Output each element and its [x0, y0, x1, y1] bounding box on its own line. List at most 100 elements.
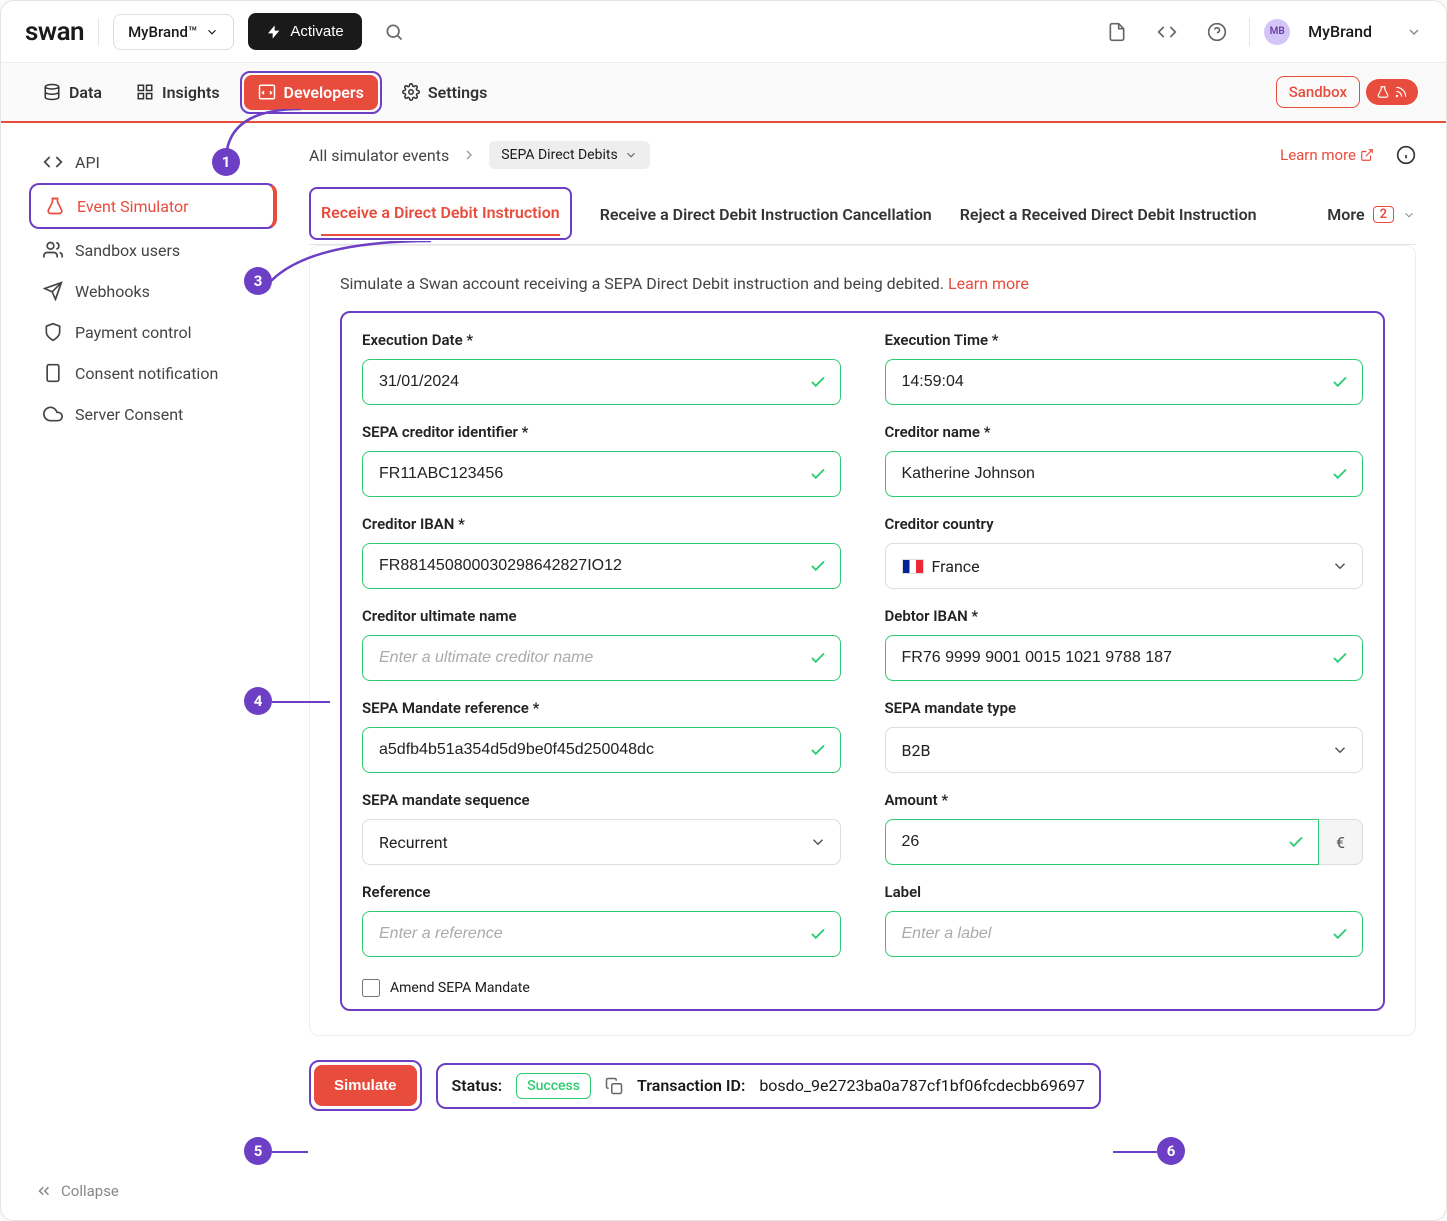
code-button[interactable]: [1149, 14, 1185, 50]
creditor-ultimate-name-input[interactable]: [362, 635, 841, 681]
amend-checkbox[interactable]: [362, 979, 380, 997]
field-amend-checkbox[interactable]: Amend SEPA Mandate: [362, 979, 1363, 997]
help-button[interactable]: [1199, 14, 1235, 50]
label-input[interactable]: [885, 911, 1364, 957]
annotation-highlight: Event Simulator: [29, 183, 277, 229]
learn-more-link[interactable]: Learn more: [1280, 146, 1374, 164]
search-icon: [384, 22, 404, 42]
sidebar-item-server-consent[interactable]: Server Consent: [29, 394, 277, 434]
sidebar-item-label: API: [75, 153, 100, 172]
debtor-iban-input[interactable]: [885, 635, 1364, 681]
chevron-down-icon: [205, 25, 219, 39]
document-icon: [1107, 22, 1127, 42]
footer: Simulate Status: Success Transaction ID:…: [309, 1060, 1416, 1111]
check-icon: [809, 465, 827, 483]
nav-insights[interactable]: Insights: [122, 75, 234, 110]
field-label: SEPA creditor identifier *: [362, 423, 841, 441]
simulate-button[interactable]: Simulate: [314, 1065, 417, 1106]
creditor-iban-input[interactable]: [362, 543, 841, 589]
check-icon: [809, 373, 827, 391]
divider: [1249, 18, 1250, 46]
field-label: Creditor ultimate name: [362, 607, 841, 625]
sepa-mandate-seq-select[interactable]: Recurrent: [362, 819, 841, 865]
field-creditor-ultimate-name: Creditor ultimate name: [362, 607, 841, 681]
status-badge: Success: [516, 1073, 591, 1099]
collapse-button[interactable]: Collapse: [35, 1182, 119, 1200]
check-icon: [809, 925, 827, 943]
check-icon: [1331, 465, 1349, 483]
annotation-5: 5: [244, 1137, 272, 1165]
copy-icon[interactable]: [605, 1077, 623, 1095]
annotation-3: 3: [244, 267, 272, 295]
cloud-icon: [43, 404, 63, 424]
field-label: Amount *: [885, 791, 1364, 809]
field-label: Debtor IBAN *: [885, 607, 1364, 625]
broadcast-icon: [1394, 85, 1408, 99]
select-value: B2B: [902, 741, 931, 760]
chevron-down-icon[interactable]: [1406, 24, 1422, 40]
creditor-country-select[interactable]: France: [885, 543, 1364, 589]
check-icon: [809, 557, 827, 575]
form-panel: Simulate a Swan account receiving a SEPA…: [309, 245, 1416, 1036]
nav-data[interactable]: Data: [29, 75, 116, 110]
sidebar-item-sandbox-users[interactable]: Sandbox users: [29, 230, 277, 270]
chevron-right-icon: [461, 147, 477, 163]
breadcrumb-root[interactable]: All simulator events: [309, 146, 449, 165]
sidebar-item-payment-control[interactable]: Payment control: [29, 312, 277, 352]
field-creditor-iban: Creditor IBAN *: [362, 515, 841, 589]
tab-receive-cancellation[interactable]: Receive a Direct Debit Instruction Cance…: [600, 193, 932, 238]
annotation-6: 6: [1157, 1137, 1185, 1165]
creditor-name-input[interactable]: [885, 451, 1364, 497]
nav-settings[interactable]: Settings: [388, 75, 502, 110]
sepa-mandate-ref-input[interactable]: [362, 727, 841, 773]
field-label: Reference: [362, 883, 841, 901]
sidebar-item-webhooks[interactable]: Webhooks: [29, 271, 277, 311]
breadcrumb-current[interactable]: SEPA Direct Debits: [489, 141, 649, 169]
field-sepa-mandate-type: SEPA mandate type B2B: [885, 699, 1364, 773]
select-value: France: [932, 557, 980, 576]
activate-label: Activate: [290, 23, 343, 40]
sidebar-item-event-simulator[interactable]: Event Simulator: [31, 186, 273, 226]
check-icon: [1331, 649, 1349, 667]
status-box: Status: Success Transaction ID: bosdo_9e…: [436, 1063, 1101, 1109]
amount-input[interactable]: [885, 819, 1320, 865]
annotation-highlight: Simulate: [309, 1060, 422, 1111]
sidebar-item-label: Webhooks: [75, 282, 150, 301]
panel-learn-more-link[interactable]: Learn more: [948, 274, 1029, 293]
bolt-icon: [266, 24, 282, 40]
doc-button[interactable]: [1099, 14, 1135, 50]
sidebar-item-consent-notification[interactable]: Consent notification: [29, 353, 277, 393]
sandbox-badge[interactable]: Sandbox: [1276, 76, 1360, 108]
collapse-label: Collapse: [61, 1182, 119, 1200]
activate-button[interactable]: Activate: [248, 13, 361, 50]
nav-label: Settings: [428, 83, 488, 102]
nav-developers[interactable]: Developers: [244, 75, 378, 110]
sidebar: API Event Simulator Sandbox users Webhoo…: [1, 123, 287, 1220]
field-sepa-mandate-seq: SEPA mandate sequence Recurrent: [362, 791, 841, 865]
breadcrumb: All simulator events SEPA Direct Debits …: [309, 141, 1416, 169]
grid-icon: [136, 83, 154, 101]
annotation-connector: [272, 1151, 308, 1153]
tab-more[interactable]: More 2: [1327, 193, 1416, 238]
sepa-mandate-type-select[interactable]: B2B: [885, 727, 1364, 773]
execution-time-input[interactable]: [885, 359, 1364, 405]
brand-selector[interactable]: MyBrand™: [113, 14, 234, 50]
field-sepa-creditor-id: SEPA creditor identifier *: [362, 423, 841, 497]
search-button[interactable]: [376, 14, 412, 50]
avatar[interactable]: MB: [1264, 19, 1290, 45]
code-icon: [1157, 22, 1177, 42]
tab-receive-instruction[interactable]: Receive a Direct Debit Instruction: [321, 191, 560, 236]
database-icon: [43, 83, 61, 101]
execution-date-input[interactable]: [362, 359, 841, 405]
annotation-1: 1: [212, 148, 240, 176]
field-label: Execution Time *: [885, 331, 1364, 349]
field-reference: Reference: [362, 883, 841, 957]
chevrons-left-icon: [35, 1182, 53, 1200]
reference-input[interactable]: [362, 911, 841, 957]
sepa-creditor-id-input[interactable]: [362, 451, 841, 497]
info-icon[interactable]: [1396, 145, 1416, 165]
broadcast-toggle[interactable]: [1366, 79, 1418, 105]
field-debtor-iban: Debtor IBAN *: [885, 607, 1364, 681]
status-label: Status:: [452, 1076, 503, 1095]
tab-reject-instruction[interactable]: Reject a Received Direct Debit Instructi…: [960, 193, 1257, 238]
